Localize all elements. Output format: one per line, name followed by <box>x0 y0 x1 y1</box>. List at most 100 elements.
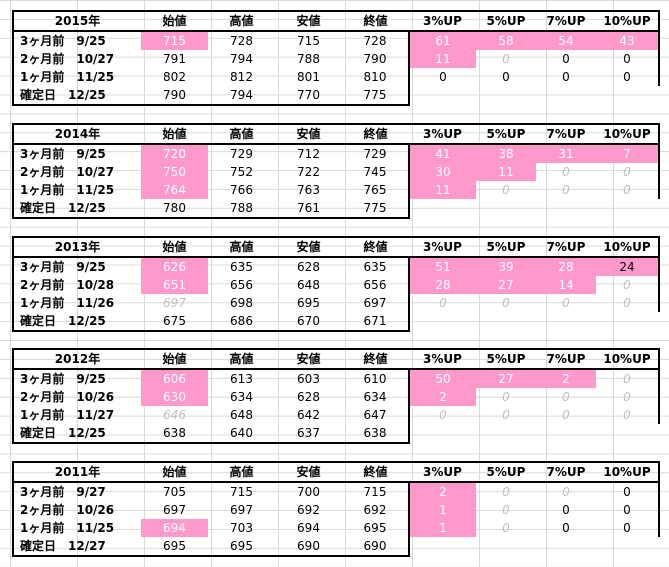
table-cell <box>409 86 476 105</box>
row-label: 確定日 12/25 <box>12 199 141 219</box>
table-cell: 690 <box>275 537 342 557</box>
table-cell: 656 <box>230 278 253 292</box>
column-header: 7%UP <box>536 123 596 145</box>
table-cell <box>476 312 536 331</box>
column-header: 5%UP <box>476 10 536 32</box>
price-table: 2014年 始値 高値 安値 終値 3%UP 5%UP 7%UP 10%UP 3ヶ月前 9/25 7… <box>12 123 660 219</box>
table-cell: 0 <box>562 390 570 404</box>
table-cell: 0 <box>439 70 447 84</box>
table-cell: 715 <box>230 485 253 499</box>
table-cell: 0 <box>596 519 660 537</box>
column-header: 終値 <box>342 461 409 483</box>
table-cell: 697 <box>342 294 410 312</box>
table-row: 2ヶ月前 10/28 651 656 648 656 28 27 14 0 <box>12 276 660 294</box>
table-cell: 761 <box>275 199 342 219</box>
price-table: 2013年 始値 高値 安値 終値 3%UP 5%UP 7%UP 10%UP 3ヶ月前 9/25 6… <box>12 236 660 332</box>
table-cell: 729 <box>342 144 410 163</box>
table-row: 確定日 12/25 780 788 761 775 <box>12 199 659 219</box>
table-cell: 695 <box>141 537 208 557</box>
column-header: 終値 <box>342 348 409 370</box>
table-row: 確定日 12/27 695 695 690 690 <box>12 537 659 557</box>
table-cell: 766 <box>230 183 253 197</box>
column-header: 7%UP <box>536 236 596 258</box>
column-header: 終値 <box>342 10 409 32</box>
table-cell: 58 <box>476 31 536 50</box>
year-block: 2015年 始値 高値 安値 終値 3%UP 5%UP 7%UP 10%UP 3ヶ月前 9/25 7… <box>12 10 660 106</box>
table-cell: 648 <box>297 278 320 292</box>
row-label: 3ヶ月前 9/25 <box>12 257 141 276</box>
table-cell: 775 <box>342 199 410 219</box>
table-cell: 697 <box>163 503 186 517</box>
column-header: 3%UP <box>409 348 476 370</box>
table-cell: 634 <box>230 390 253 404</box>
table-cell <box>409 424 476 443</box>
table-cell <box>536 86 596 105</box>
column-header: 7%UP <box>536 461 596 483</box>
table-cell: 0 <box>596 369 660 388</box>
year-block: 2013年 始値 高値 安値 終値 3%UP 5%UP 7%UP 10%UP 3ヶ月前 9/25 6… <box>12 236 660 332</box>
table-cell: 41 <box>409 144 476 163</box>
table-cell: 745 <box>342 163 410 181</box>
row-label: 確定日 12/25 <box>12 312 141 332</box>
table-row: 3ヶ月前 9/25 606 613 603 610 50 27 2 0 <box>12 369 660 388</box>
table-cell: 2 <box>536 369 596 388</box>
table-row: 確定日 12/25 790 794 770 775 <box>12 86 659 106</box>
table-cell: 2 <box>409 482 476 501</box>
column-header: 3%UP <box>409 236 476 258</box>
table-cell: 0 <box>502 485 510 499</box>
column-header: 5%UP <box>476 461 536 483</box>
table-row: 3ヶ月前 9/25 626 635 628 635 51 39 28 24 <box>12 257 660 276</box>
table-cell: 11 <box>409 181 476 199</box>
table-cell: 606 <box>141 369 208 388</box>
column-header: 10%UP <box>596 461 660 483</box>
table-cell: 646 <box>163 408 186 422</box>
table-cell <box>596 199 659 218</box>
table-cell: 11 <box>409 50 476 68</box>
table-cell <box>536 424 596 443</box>
table-row: 3ヶ月前 9/25 720 729 712 729 41 38 31 7 <box>12 144 660 163</box>
table-cell: 0 <box>502 296 510 310</box>
column-header: 安値 <box>275 236 342 258</box>
table-cell: 0 <box>502 503 510 517</box>
table-cell: 0 <box>596 501 660 519</box>
year-block: 2014年 始値 高値 安値 終値 3%UP 5%UP 7%UP 10%UP 3ヶ月前 9/25 7… <box>12 123 660 219</box>
table-cell: 697 <box>163 296 186 310</box>
table-cell: 720 <box>141 144 208 163</box>
table-cell: 0 <box>502 408 510 422</box>
table-cell: 31 <box>536 144 596 163</box>
column-header: 10%UP <box>596 10 660 32</box>
table-cell: 695 <box>208 537 275 557</box>
table-cell <box>596 424 659 443</box>
row-label: 確定日 12/25 <box>12 424 141 444</box>
row-label: 2ヶ月前 10/27 <box>12 50 141 68</box>
table-cell: 640 <box>208 424 275 444</box>
table-cell: 675 <box>141 312 208 332</box>
table-cell: 0 <box>562 521 570 535</box>
table-cell: 0 <box>502 521 510 535</box>
column-header: 始値 <box>141 10 208 32</box>
table-cell: 728 <box>230 34 253 48</box>
table-cell <box>596 537 659 556</box>
table-cell: 39 <box>476 257 536 276</box>
table-cell: 603 <box>297 372 320 386</box>
table-cell: 647 <box>342 406 410 424</box>
column-header: 高値 <box>208 461 275 483</box>
column-header: 7%UP <box>536 348 596 370</box>
column-header: 3%UP <box>409 461 476 483</box>
row-label: 3ヶ月前 9/25 <box>12 31 141 50</box>
column-header: 3%UP <box>409 10 476 32</box>
row-label: 1ヶ月前 11/26 <box>12 294 141 312</box>
table-cell: 790 <box>141 86 208 106</box>
table-cell: 722 <box>297 165 320 179</box>
table-cell: 0 <box>596 388 660 406</box>
table-cell: 697 <box>230 503 253 517</box>
table-cell: 626 <box>141 257 208 276</box>
table-cell: 750 <box>141 163 208 181</box>
table-cell: 0 <box>439 296 447 310</box>
table-cell: 794 <box>230 52 253 66</box>
row-label: 3ヶ月前 9/25 <box>12 144 141 163</box>
table-cell: 628 <box>297 390 320 404</box>
row-label: 確定日 12/27 <box>12 537 141 557</box>
table-cell: 28 <box>536 257 596 276</box>
table-cell: 610 <box>342 369 410 388</box>
